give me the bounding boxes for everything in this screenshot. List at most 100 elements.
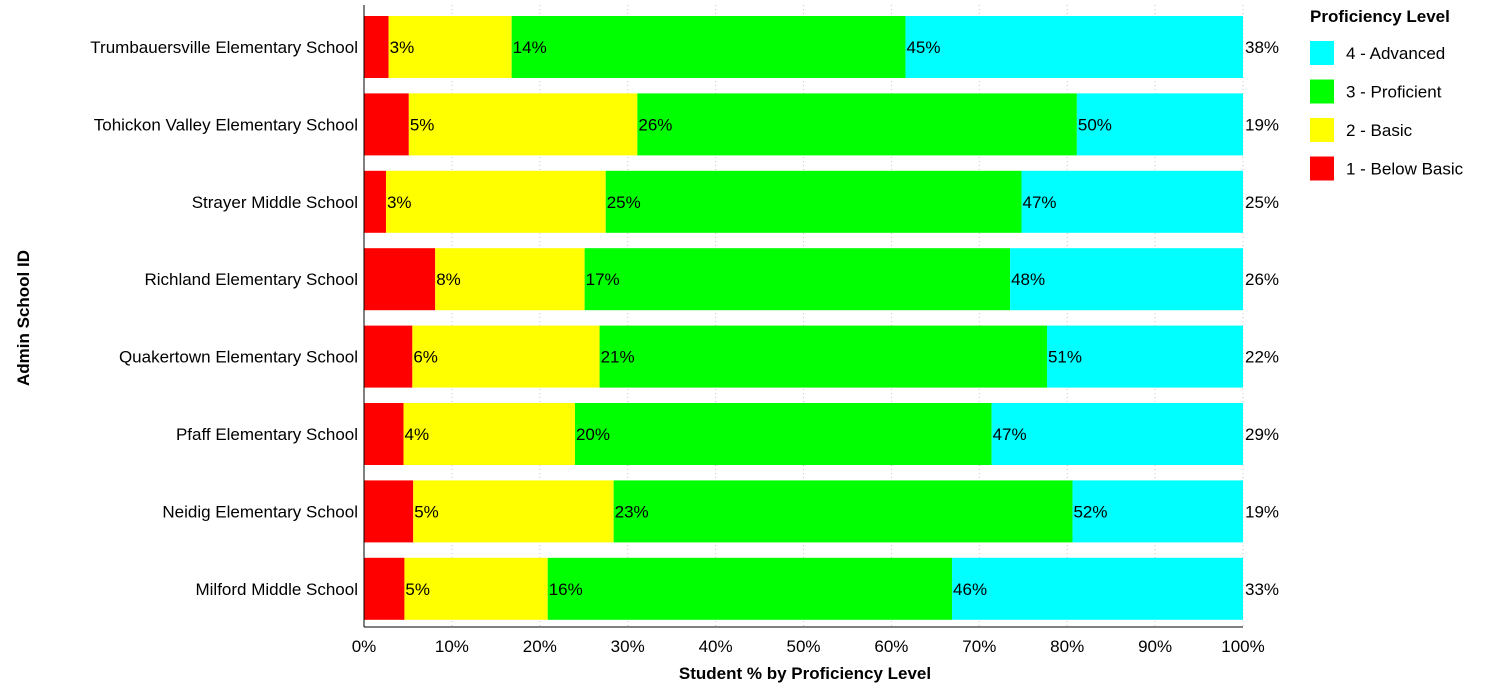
axes-layer: 0% 10% 20% 30% 40% 50% 60% 70% 80% 90% 100% Trumbau… bbox=[90, 5, 1265, 656]
data-label: 45% bbox=[906, 38, 940, 57]
legend-title: Proficiency Level bbox=[1310, 7, 1450, 26]
y-category-label: Pfaff Elementary School bbox=[176, 425, 358, 444]
data-label: 23% bbox=[615, 502, 649, 521]
x-tick-label: 0% bbox=[352, 637, 377, 656]
bar-segment bbox=[952, 557, 1243, 620]
x-tick-label: 80% bbox=[1050, 637, 1084, 656]
legend-label: 3 - Proficient bbox=[1346, 83, 1442, 102]
data-label: 8% bbox=[436, 270, 461, 289]
x-tick-label: 20% bbox=[523, 637, 557, 656]
x-axis-title: Student % by Proficiency Level bbox=[679, 664, 931, 683]
bar-segment bbox=[1021, 170, 1243, 233]
data-label: 14% bbox=[513, 38, 547, 57]
bar-segment bbox=[905, 16, 1243, 78]
end-data-label: 22% bbox=[1245, 348, 1279, 367]
bar-segment bbox=[413, 480, 614, 543]
legend-swatch bbox=[1310, 41, 1334, 65]
bar-segment bbox=[574, 403, 992, 465]
data-label: 47% bbox=[993, 425, 1027, 444]
data-label: 16% bbox=[549, 580, 583, 599]
data-label: 5% bbox=[405, 580, 430, 599]
bar-segment bbox=[408, 93, 638, 156]
bar-segment bbox=[364, 170, 386, 233]
bars-layer bbox=[364, 16, 1243, 620]
end-data-label: 29% bbox=[1245, 425, 1279, 444]
bar-segment bbox=[403, 403, 575, 465]
x-tick-label: 90% bbox=[1138, 637, 1172, 656]
bar-segment bbox=[404, 557, 548, 620]
bar-segment bbox=[613, 480, 1073, 543]
bar-segment bbox=[435, 248, 585, 311]
data-labels-layer: 3% 14% 45% 38% 5% 26% 50% 19% 3% 25% 47% 25% 8% 17% 48… bbox=[387, 38, 1279, 599]
legend-label: 2 - Basic bbox=[1346, 121, 1413, 140]
data-label: 48% bbox=[1011, 270, 1045, 289]
bar-segment bbox=[364, 557, 405, 620]
data-label: 17% bbox=[586, 270, 620, 289]
y-category-label: Richland Elementary School bbox=[144, 270, 358, 289]
y-category-label: Neidig Elementary School bbox=[162, 502, 358, 521]
y-category-label: Quakertown Elementary School bbox=[119, 348, 358, 367]
bar-segment bbox=[364, 248, 436, 311]
y-category-label: Milford Middle School bbox=[195, 580, 358, 599]
data-label: 5% bbox=[414, 502, 439, 521]
data-label: 21% bbox=[601, 348, 635, 367]
legend-swatch bbox=[1310, 79, 1334, 104]
bar-segment bbox=[412, 325, 600, 388]
data-label: 25% bbox=[607, 193, 641, 212]
bar-segment bbox=[584, 248, 1011, 311]
legend-label: 1 - Below Basic bbox=[1346, 160, 1464, 179]
bar-segment bbox=[1010, 248, 1243, 311]
data-label: 4% bbox=[405, 425, 430, 444]
data-label: 46% bbox=[953, 580, 987, 599]
data-label: 3% bbox=[390, 38, 415, 57]
data-label: 5% bbox=[410, 115, 435, 134]
bar-segment bbox=[605, 170, 1022, 233]
x-tick-label: 50% bbox=[786, 637, 820, 656]
bar-segment bbox=[364, 480, 414, 543]
bar-segment bbox=[637, 93, 1077, 156]
end-data-label: 19% bbox=[1245, 115, 1279, 134]
bar-segment bbox=[364, 325, 413, 388]
legend-label: 4 - Advanced bbox=[1346, 44, 1445, 63]
x-tick-label: 30% bbox=[611, 637, 645, 656]
x-tick-label: 70% bbox=[962, 637, 996, 656]
bar-segment bbox=[1072, 480, 1243, 543]
data-label: 47% bbox=[1022, 193, 1056, 212]
end-data-label: 33% bbox=[1245, 580, 1279, 599]
data-label: 26% bbox=[638, 115, 672, 134]
y-category-label: Tohickon Valley Elementary School bbox=[94, 115, 358, 134]
data-label: 51% bbox=[1048, 348, 1082, 367]
data-label: 52% bbox=[1073, 502, 1107, 521]
end-data-label: 19% bbox=[1245, 502, 1279, 521]
end-data-label: 38% bbox=[1245, 38, 1279, 57]
data-label: 3% bbox=[387, 193, 412, 212]
bar-segment bbox=[991, 403, 1243, 465]
bar-segment bbox=[364, 403, 404, 465]
data-label: 50% bbox=[1078, 115, 1112, 134]
y-axis-title: Admin School ID bbox=[14, 250, 33, 386]
data-label: 20% bbox=[576, 425, 610, 444]
x-tick-label: 40% bbox=[699, 637, 733, 656]
bar-segment bbox=[385, 170, 606, 233]
x-tick-label: 60% bbox=[874, 637, 908, 656]
bar-segment bbox=[1076, 93, 1243, 156]
y-category-label: Trumbauersville Elementary School bbox=[90, 38, 358, 57]
y-category-label: Strayer Middle School bbox=[192, 193, 358, 212]
bar-segment bbox=[364, 93, 409, 156]
bar-segment bbox=[388, 16, 512, 78]
bar-segment bbox=[599, 325, 1047, 388]
legend-swatch bbox=[1310, 156, 1334, 181]
x-tick-label: 100% bbox=[1221, 637, 1264, 656]
legend-swatch bbox=[1310, 118, 1334, 142]
x-tick-label: 10% bbox=[435, 637, 469, 656]
end-data-label: 25% bbox=[1245, 193, 1279, 212]
data-label: 6% bbox=[413, 348, 438, 367]
bar-segment bbox=[1046, 325, 1243, 388]
bar-segment bbox=[547, 557, 953, 620]
end-data-label: 26% bbox=[1245, 270, 1279, 289]
bar-segment bbox=[364, 16, 389, 78]
legend: Proficiency Level 4 - Advanced 3 - Profic… bbox=[1310, 7, 1464, 181]
bar-segment bbox=[511, 16, 906, 78]
